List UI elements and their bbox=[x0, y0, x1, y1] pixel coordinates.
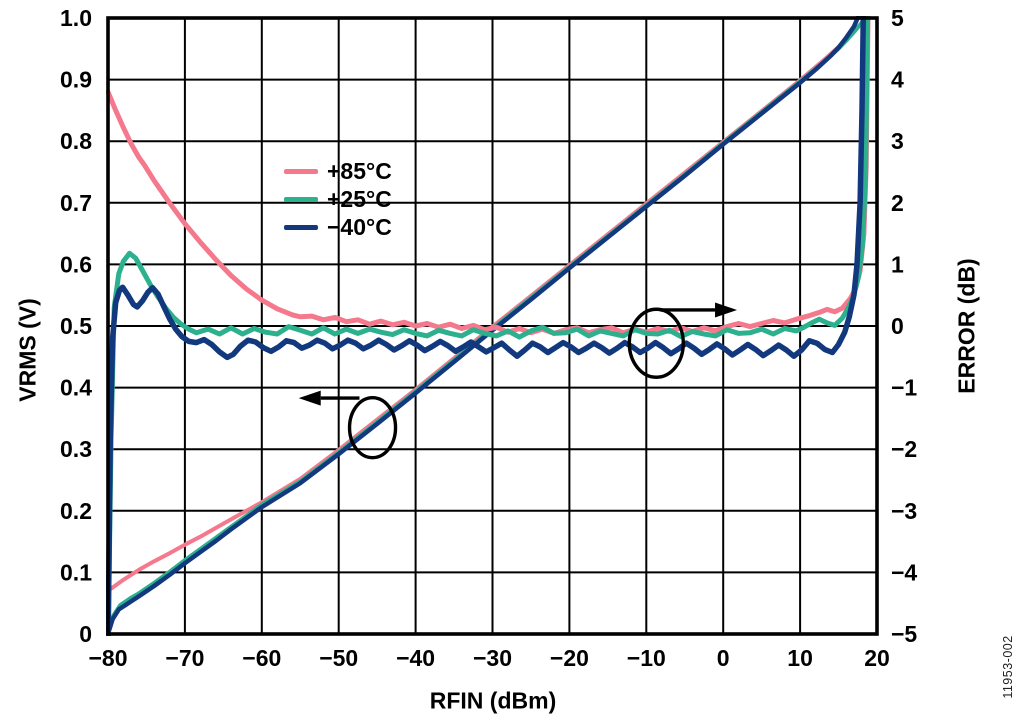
legend-label-85c: +85°C bbox=[327, 158, 392, 184]
legend-swatch-40c-line bbox=[284, 224, 318, 230]
error-curve-callout-arrow-head bbox=[715, 302, 738, 318]
series-error_minus40C bbox=[106, 16, 867, 636]
y-right-tick-label: −1 bbox=[891, 375, 917, 401]
y-left-tick-label: 0.7 bbox=[60, 190, 92, 216]
x-tick-label: −50 bbox=[319, 645, 358, 671]
vrms-curve-callout-arrow-head bbox=[298, 390, 321, 406]
x-tick-label: −20 bbox=[550, 645, 589, 671]
series-vrms_minus40C bbox=[106, 16, 862, 636]
series-group bbox=[106, 16, 871, 636]
x-tick-label: −70 bbox=[165, 645, 204, 671]
y-right-tick-label: 5 bbox=[891, 5, 904, 31]
legend-swatch-85c-line bbox=[284, 168, 318, 174]
y-left-tick-label: 1.0 bbox=[60, 5, 92, 31]
x-tick-label: 20 bbox=[864, 645, 890, 671]
error-curve-callout bbox=[627, 302, 738, 379]
plot-frame bbox=[106, 16, 879, 636]
y-left-tick-label: 0.8 bbox=[60, 128, 92, 154]
y-right-tick-label: −5 bbox=[891, 621, 917, 647]
x-tick-label: 0 bbox=[717, 645, 730, 671]
figure-id-label: 11953-002 bbox=[1001, 635, 1015, 699]
y-right-tick-label: −2 bbox=[891, 436, 917, 462]
series-error_plus25C bbox=[106, 16, 871, 636]
legend-swatch-25c-line bbox=[284, 196, 318, 202]
y-axis-title-left: VRMS (V) bbox=[14, 298, 41, 402]
y-left-tick-label: 0.9 bbox=[60, 67, 92, 93]
vrms-curve-callout bbox=[298, 390, 398, 460]
legend-entry-85c: +85°C bbox=[284, 157, 392, 185]
y-left-tick-label: 0.2 bbox=[60, 498, 92, 524]
x-tick-label: −30 bbox=[473, 645, 512, 671]
y-right-tick-label: −4 bbox=[891, 559, 917, 585]
y-left-tick-label: 0.6 bbox=[60, 251, 92, 277]
y-left-tick-label: 0.3 bbox=[60, 436, 92, 462]
legend: +85°C +25°C −40°C bbox=[284, 157, 392, 241]
legend-entry-25c: +25°C bbox=[284, 185, 392, 213]
y-right-tick-label: 1 bbox=[891, 251, 904, 277]
y-left-tick-label: 0.1 bbox=[60, 559, 92, 585]
y-right-tick-label: 4 bbox=[891, 67, 904, 93]
x-axis-title: RFIN (dBm) bbox=[429, 687, 557, 714]
y-left-tick-label: 0.5 bbox=[60, 313, 92, 339]
y-axis-title-right: ERROR (dB) bbox=[953, 258, 980, 394]
series-error_plus85C bbox=[106, 16, 871, 336]
y-right-tick-label: 3 bbox=[891, 128, 904, 154]
error-curve-callout-ellipse bbox=[627, 307, 685, 379]
y-right-tick-label: 0 bbox=[891, 313, 904, 339]
y-right-tick-label: −3 bbox=[891, 498, 917, 524]
legend-entry-40c: −40°C bbox=[284, 213, 392, 241]
legend-label-40c: −40°C bbox=[327, 214, 392, 240]
legend-label-25c: +25°C bbox=[327, 186, 392, 212]
y-right-tick-label: 2 bbox=[891, 190, 904, 216]
tick-labels: 1.00.90.80.70.60.50.40.30.20.10543210−1−… bbox=[60, 5, 917, 671]
y-left-tick-label: 0 bbox=[79, 621, 92, 647]
x-tick-label: −60 bbox=[242, 645, 281, 671]
x-tick-label: 10 bbox=[787, 645, 813, 671]
x-tick-label: −40 bbox=[396, 645, 435, 671]
x-tick-label: −10 bbox=[627, 645, 666, 671]
x-tick-label: −80 bbox=[88, 645, 127, 671]
y-left-tick-label: 0.4 bbox=[60, 375, 92, 401]
vrms-curve-callout-ellipse bbox=[347, 395, 398, 460]
series-vrms_plus85C bbox=[106, 16, 870, 593]
